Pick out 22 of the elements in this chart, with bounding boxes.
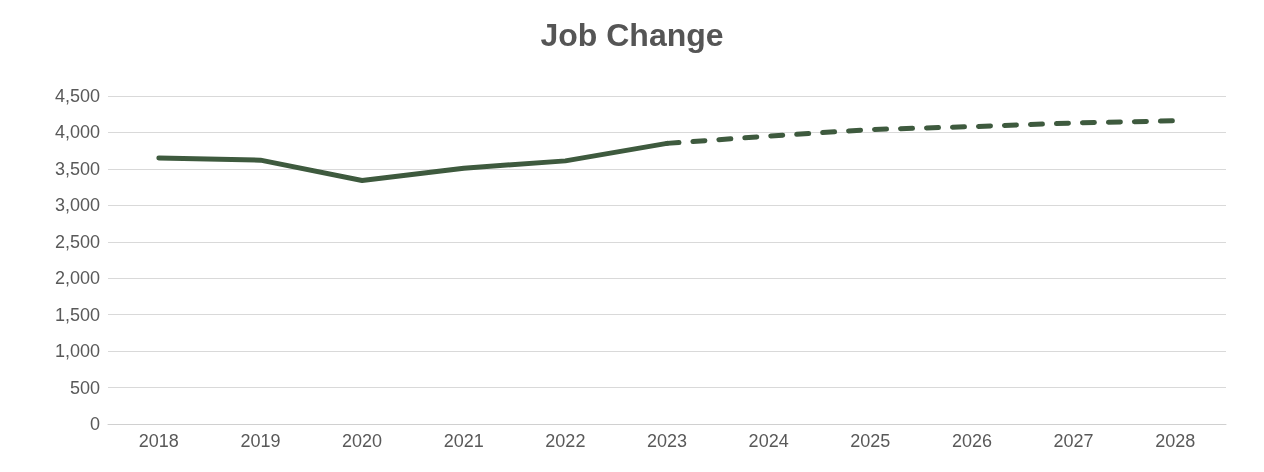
x-tick-label: 2028 (1155, 431, 1196, 451)
x-tick-label: 2020 (342, 431, 383, 451)
y-tick-label: 0 (89, 414, 100, 434)
y-tick-label: 2,000 (54, 268, 100, 289)
x-tick-label: 2019 (240, 431, 281, 451)
x-tick-label: 2022 (545, 431, 586, 451)
x-tick-label: 2021 (443, 431, 484, 451)
y-tick-label: 500 (69, 377, 100, 398)
x-tick-label: 2023 (646, 431, 688, 451)
y-tick-label: 1,500 (54, 304, 100, 325)
chart-title: Job Change (540, 17, 724, 53)
x-tick-label: 2024 (748, 431, 789, 451)
y-tick-label: 4,500 (54, 86, 100, 106)
y-tick-label: 4,000 (54, 122, 100, 143)
y-tick-label: 3,000 (54, 195, 100, 216)
x-tick-label: 2018 (138, 431, 179, 451)
x-tick-label: 2025 (850, 431, 891, 451)
x-tick-label: 2027 (1053, 431, 1094, 451)
y-tick-label: 1,000 (54, 341, 100, 362)
y-tick-label: 2,500 (54, 231, 100, 252)
x-tick-label: 2026 (951, 431, 992, 451)
y-tick-label: 3,500 (54, 158, 100, 179)
